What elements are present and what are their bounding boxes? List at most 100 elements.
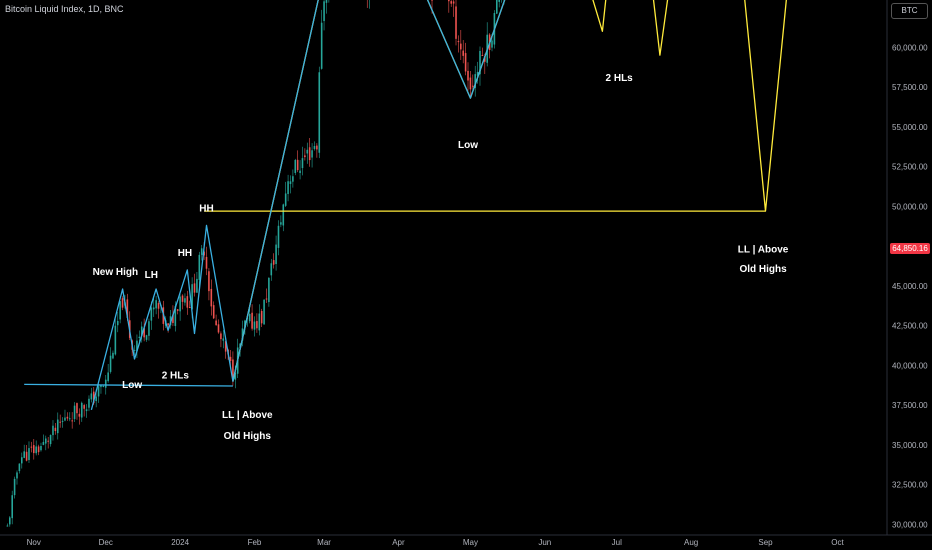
candle-body: [205, 256, 208, 269]
candle-body: [191, 284, 193, 310]
candle-body: [239, 343, 241, 348]
support-trendline: [24, 383, 233, 387]
candle-body: [145, 335, 148, 340]
candle-body: [174, 306, 177, 326]
candle-body: [325, 0, 328, 3]
candle-body: [464, 53, 467, 72]
candle-body: [80, 402, 83, 418]
y-tick-label: 45,000.00: [892, 282, 928, 291]
candle-body: [112, 352, 114, 359]
candle-body: [133, 349, 136, 351]
candle-body: [481, 55, 484, 57]
candle-body: [498, 0, 500, 2]
candle-body: [467, 70, 469, 81]
candle-body: [61, 420, 64, 422]
candle-body: [270, 263, 273, 276]
annotation-label: Old Highs: [224, 431, 272, 442]
candle-body: [104, 379, 107, 388]
candle-body: [179, 296, 181, 312]
symbol-badge[interactable]: BTC: [891, 3, 928, 19]
candle-body: [44, 438, 47, 444]
candle-body: [294, 159, 297, 173]
candle-body: [491, 40, 493, 48]
candle-body: [210, 288, 213, 307]
annotation-label: 2 HLs: [606, 73, 634, 84]
candle-body: [35, 446, 37, 454]
y-tick-label: 37,500.00: [892, 401, 928, 410]
candle-body: [157, 303, 160, 309]
candle-body: [476, 71, 479, 76]
candle-body: [68, 418, 71, 420]
candle-body: [172, 314, 174, 323]
candle-body: [484, 56, 486, 62]
candle-body: [248, 313, 251, 322]
candle-body: [208, 271, 210, 292]
candle-body: [143, 328, 145, 338]
x-tick-label: Dec: [99, 538, 113, 547]
candle-body: [474, 74, 477, 88]
candle-body: [6, 525, 9, 527]
x-tick-label: Feb: [248, 538, 262, 547]
candle-body: [258, 313, 261, 331]
candle-body: [495, 0, 498, 14]
current-price-label: 64,850.16: [890, 243, 930, 254]
candle-body: [469, 77, 472, 90]
candle-body: [88, 398, 90, 408]
candle-body: [244, 320, 246, 328]
candle-body: [313, 145, 316, 149]
candle-body: [450, 1, 453, 4]
candle-body: [220, 333, 222, 340]
annotation-label: Low: [458, 140, 478, 151]
candle-body: [229, 356, 232, 361]
candle-body: [119, 301, 121, 320]
candle-body: [222, 338, 225, 341]
candle-body: [196, 278, 198, 293]
y-tick-label: 60,000.00: [892, 43, 928, 52]
candle-body: [78, 413, 81, 417]
candle-body: [224, 341, 227, 352]
candle-body: [90, 393, 93, 400]
candle-body: [71, 420, 73, 422]
candle-body: [265, 298, 268, 300]
candle-body: [49, 435, 52, 445]
candle-body: [102, 386, 105, 388]
candle-body: [95, 396, 97, 402]
candle-body: [16, 472, 18, 479]
y-tick-label: 42,500.00: [892, 322, 928, 331]
candle-body: [30, 446, 33, 448]
annotation-label: LL | Above: [222, 410, 273, 421]
candle-body: [275, 244, 277, 265]
candle-body: [109, 355, 112, 372]
candle-body: [460, 43, 462, 50]
candle-body: [448, 0, 450, 2]
x-tick-label: 2024: [171, 538, 189, 547]
x-tick-label: Aug: [684, 538, 698, 547]
candle-body: [301, 158, 304, 169]
candle-body: [47, 440, 49, 442]
annotation-label: HH: [178, 248, 192, 259]
candle-body: [116, 320, 119, 326]
price-axis[interactable]: 30,000.00 32,500.00 35,000.00 37,500.00 40,0…: [892, 0, 928, 529]
candle-body: [292, 176, 294, 182]
candle-body: [11, 495, 13, 519]
candle-body: [37, 446, 40, 453]
candle-body: [155, 300, 157, 309]
candle-body: [282, 204, 285, 226]
candle-body: [40, 446, 42, 451]
candle-body: [193, 283, 196, 293]
candle-body: [184, 298, 186, 303]
annotation-label: HH: [199, 203, 213, 214]
projection-path: [232, 0, 787, 382]
time-axis[interactable]: Nov Dec 2024 Feb Mar Apr May Jun Jul Aug Sep Oct: [27, 538, 845, 547]
drawings[interactable]: [24, 0, 833, 411]
annotation-label: Old Highs: [739, 264, 787, 275]
candle-body: [263, 299, 265, 325]
candle-body: [241, 328, 244, 341]
candle-body: [455, 6, 457, 39]
candle-body: [217, 324, 220, 333]
candle-body: [304, 155, 306, 158]
candle-body: [234, 372, 237, 380]
candle-body: [150, 307, 153, 321]
candle-body: [320, 22, 323, 69]
